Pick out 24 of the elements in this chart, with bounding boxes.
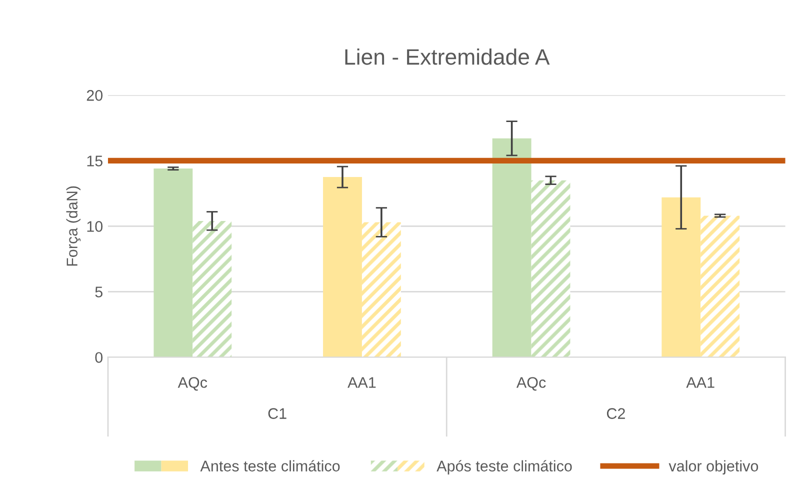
y-tick-label: 0 [95,352,103,363]
x-tick-label: AA1 [348,377,376,388]
y-tick-label: 15 [87,156,102,166]
legend-label: Antes teste climático [200,460,340,472]
bar [662,197,701,358]
legend-label: Após teste climático [436,460,572,474]
x-tick-label: AQc [516,377,546,391]
legend-label: valor objetivo [668,460,758,474]
text: C1 [268,408,286,419]
y-tick-label: 10 [87,221,103,232]
bar [192,220,232,358]
bar [531,180,570,358]
x-tick-label: AQc [178,377,208,391]
y-tick-label: 20 [86,90,103,101]
y-tick-label: 5 [95,286,102,298]
bar [362,222,401,358]
bar [323,177,362,358]
x-tick-label: AA1 [686,377,714,388]
bar [492,138,532,358]
text: C2 [606,408,625,419]
bar [700,216,740,358]
bar [154,168,193,358]
y-axis-title: Força (daN) [66,186,81,266]
chart-title: Lien - Extremidade A [345,48,550,65]
